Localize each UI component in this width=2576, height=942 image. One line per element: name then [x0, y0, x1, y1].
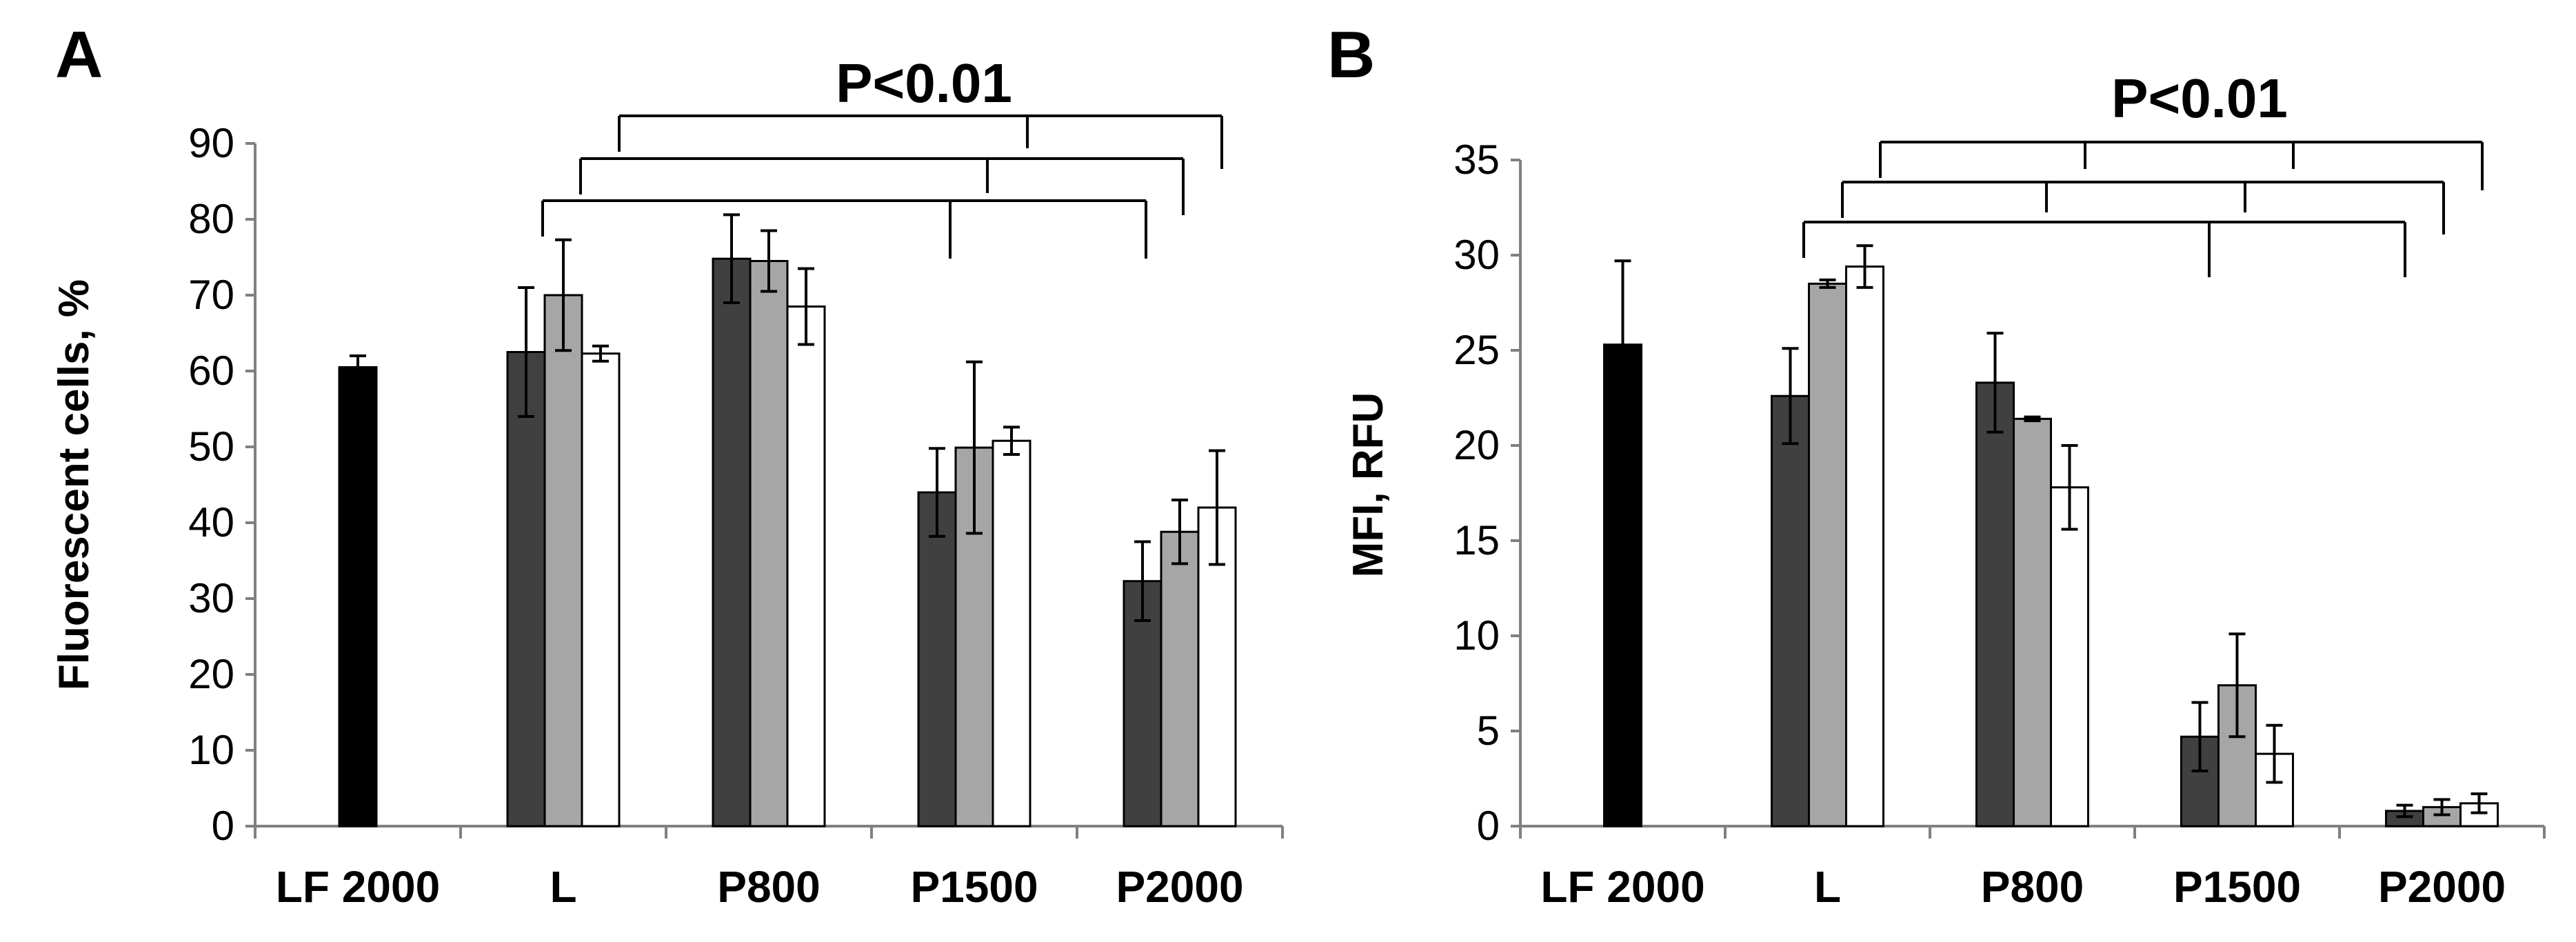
- panel-b-x-tick-label: P2000: [2378, 862, 2506, 912]
- panel-b-y-tick-label: 35: [1453, 137, 1500, 183]
- panel-b-x-tick-label: P800: [1981, 862, 2084, 912]
- panel-a-chart: 0 10 20 30 40 50 60 70 80 90 LF 2000 L P800 P1500 P200…: [50, 52, 1284, 912]
- panel-b-y-tick-label: 20: [1453, 422, 1500, 468]
- panel-b-y-tick-label: 10: [1453, 612, 1500, 659]
- panel-a-bar-l-white: [581, 352, 621, 828]
- panel-a-y-tick-label: 30: [188, 575, 234, 621]
- panel-b-letter: B: [1327, 18, 1375, 92]
- panel-a-y-tick-label: 50: [188, 423, 234, 470]
- panel-b-x-tick-label: L: [1814, 862, 1841, 912]
- panel-a-y-tick-label: 40: [188, 499, 234, 545]
- panel-b-chart: 0 5 10 15 20 25 30 35 LF 2000 L P800 P1500 P2000 MFI,…: [1345, 68, 2546, 912]
- panel-b-significance-label: P<0.01: [2111, 68, 2288, 129]
- panel-a-y-tick-label: 80: [188, 196, 234, 242]
- panel-a-significance-label: P<0.01: [836, 52, 1012, 114]
- panel-a-y-tick-label: 60: [188, 348, 234, 394]
- panel-b-y-tick-label: 0: [1477, 803, 1500, 849]
- panel-a-bar-l-dark: [506, 351, 546, 828]
- panel-a-x-tick-label: L: [550, 862, 576, 912]
- panel-a-bar-p1500-dark: [917, 491, 957, 828]
- panel-a-bar-p800-dark: [712, 257, 752, 828]
- panel-a-y-tick-label: 10: [188, 727, 234, 773]
- panel-a-x-tick-label: P1500: [910, 862, 1038, 912]
- panel-a-x-tick-label: LF 2000: [276, 862, 440, 912]
- panel-b-y-tick-label: 5: [1477, 708, 1500, 754]
- panel-a-x-tick-label: P800: [717, 862, 820, 912]
- panel-a-y-tick-label: 70: [188, 272, 234, 318]
- panel-b-y-tick-label: 15: [1453, 517, 1500, 563]
- panel-a-bar-lf2000-lf2000: [338, 366, 378, 828]
- panel-b-bar-l-white: [1845, 265, 1884, 828]
- panel-a-x-tick-label: P2000: [1116, 862, 1243, 912]
- panel-b-y-axis-label: MFI, RFU: [1345, 392, 1392, 578]
- panel-b-x-tick-label: P1500: [2173, 862, 2301, 912]
- panel-b-bar-p800-white: [2050, 486, 2089, 828]
- panel-a-letter: A: [55, 18, 103, 92]
- panel-b-x-tick-label: LF 2000: [1540, 862, 1704, 912]
- panel-a-y-tick-label: 0: [212, 803, 234, 849]
- panel-a-y-axis-label: Fluorescent cells, %: [50, 279, 98, 690]
- panel-b-y-tick-label: 25: [1453, 327, 1500, 373]
- panel-b-bar-l-dark: [1771, 394, 1810, 828]
- panel-a-bar-p800-white: [786, 305, 826, 828]
- panel-a-bar-p800-gray: [749, 260, 789, 828]
- panel-b-bar-p800-gray: [2013, 417, 2052, 828]
- panel-b-bar-l-gray: [1808, 282, 1847, 828]
- panel-a-y-tick-label: 90: [188, 120, 234, 166]
- panel-b-y-tick-label: 30: [1453, 232, 1500, 278]
- panel-a-bar-l-gray: [543, 294, 583, 828]
- panel-a-bar-p2000-gray: [1160, 530, 1200, 828]
- panel-a-bar-p1500-white: [992, 439, 1032, 828]
- panel-b-bar-p800-dark: [1975, 381, 2015, 828]
- panel-a-y-tick-label: 20: [188, 651, 234, 697]
